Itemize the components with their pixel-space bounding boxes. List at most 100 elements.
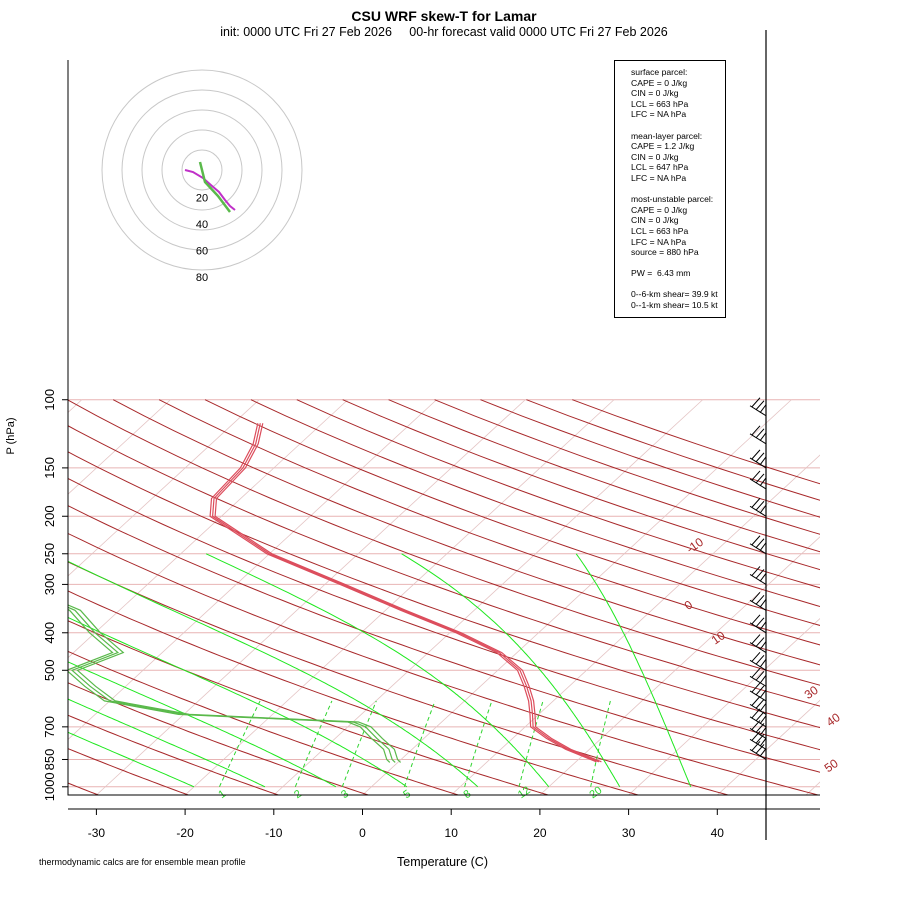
isotherm-line [68,399,349,659]
hodograph-ring-label: 60 [196,246,208,258]
x-tick-label: 20 [533,826,547,840]
dry-adiabat-line [204,399,820,626]
dry-adiabat-line [68,477,820,751]
mixing-ratio-line [464,700,493,787]
moist-adiabat-line [575,553,692,787]
wind-barb [749,449,767,469]
y-tick-label: 300 [42,574,57,596]
x-tick-label: 30 [622,826,636,840]
dewpoint-trace [68,608,391,763]
mixing-ratio-line [518,700,544,787]
dry-adiabat-line [158,399,820,646]
dry-adiabat-label: 30 [802,683,821,702]
dry-adiabat-line [434,399,820,535]
wind-barb [749,634,767,653]
dry-adiabat-line [68,399,820,686]
mixed-cape: CAPE = 1.2 J/kg [631,141,695,152]
moist-adiabat-line [401,553,621,788]
isotherm-line [68,399,83,413]
dry-adiabat-label: 50 [822,756,841,775]
wind-barb [749,730,767,750]
isotherm-line [362,399,792,795]
wind-barb [749,535,767,555]
wind-barb [749,397,767,417]
moist-adiabat-line [68,560,479,788]
x-tick-label: -20 [176,826,194,840]
mu-lcl: LCL = 663 hPa [631,225,689,236]
dry-adiabat-line [296,399,820,589]
dry-adiabat-line [68,425,820,707]
dewpoint-trace [68,604,402,763]
surface-cape: CAPE = 0 J/kg [631,77,688,88]
moist-adiabat-line [68,698,266,788]
chart-title: CSU WRF skew-T for Lamar [351,8,537,24]
mixing-ratio-label: 12 [516,784,533,801]
y-tick-label: 1000 [42,772,57,801]
x-tick-label: -10 [265,826,283,840]
dry-adiabat-label: -10 [684,535,707,557]
moist-adiabat-line [205,553,550,788]
wind-barb [749,708,767,728]
dry-adiabat-line [68,532,819,795]
hodograph-ring [101,69,303,271]
hodograph-ring-label: 40 [196,219,208,231]
dry-adiabat-line [68,714,279,795]
wind-barb [749,470,767,490]
wind-barb [749,497,767,517]
y-tick-label: 500 [42,659,57,681]
isotherm-line [450,454,820,795]
surface-lfc: LFC = NA hPa [631,109,687,120]
hodograph-ring-label: 80 [196,272,208,284]
surface-lcl: LCL = 663 hPa [631,98,689,109]
isotherm-line [68,399,171,495]
hodograph-trace [198,161,231,213]
wind-barb [749,614,767,634]
y-tick-label: 150 [42,457,57,479]
axis-frame [67,60,820,796]
y-tick-label: 400 [42,622,57,644]
surface-cin: CIN = 0 J/kg [631,88,679,99]
chart-subtitle: init: 0000 UTC Fri 27 Feb 2026 00-hr for… [220,25,668,39]
isotherm-line [805,781,820,795]
dry-adiabat-line [68,748,189,795]
x-tick-label: 0 [359,826,366,840]
y-tick-label: 700 [42,716,57,738]
y-tick-label: 100 [42,389,57,411]
dry-adiabat-line [250,399,820,608]
y-tick-label: 200 [42,505,57,527]
isotherm-line [68,399,260,577]
wind-barb [749,720,767,739]
isotherm-line [539,536,820,795]
wind-barb [749,425,767,445]
mu-cape: CAPE = 0 J/kg [631,204,688,215]
hodograph-ring-label: 20 [196,193,208,205]
isotherm-line [717,699,820,795]
isotherm-line [96,399,526,795]
mu-parcel-header: most-unstable parcel: [631,194,714,205]
mixing-ratio-line [590,700,611,787]
mu-cin: CIN = 0 J/kg [631,215,679,226]
temperature-trace [214,423,602,763]
shear-0-1km: 0--1-km shear= 10.5 kt [631,300,718,311]
hodograph-ring [161,129,243,211]
x-tick-label: 10 [445,826,459,840]
mixed-lcl: LCL = 647 hPa [631,162,689,173]
isotherm-line [184,399,615,795]
dry-adiabat-label: 40 [824,710,843,729]
temperature-trace [209,423,597,763]
dry-adiabat-line [68,451,820,729]
mixing-ratio-line [294,700,333,787]
dry-adiabat-line [68,650,459,795]
precipitable-water: PW = 6.43 mm [631,268,691,279]
dry-adiabat-line [112,399,820,666]
wind-barb [749,651,767,671]
shear-0-6km: 0--6-km shear= 39.9 kt [631,289,718,300]
wind-barb [749,696,767,715]
mixing-ratio-line [219,700,261,787]
dry-adiabat-line [68,620,549,795]
y-tick-label: 250 [42,543,57,565]
moist-adiabat-line [68,616,408,788]
hodograph-ring [121,89,283,251]
isotherm-line [68,399,437,740]
